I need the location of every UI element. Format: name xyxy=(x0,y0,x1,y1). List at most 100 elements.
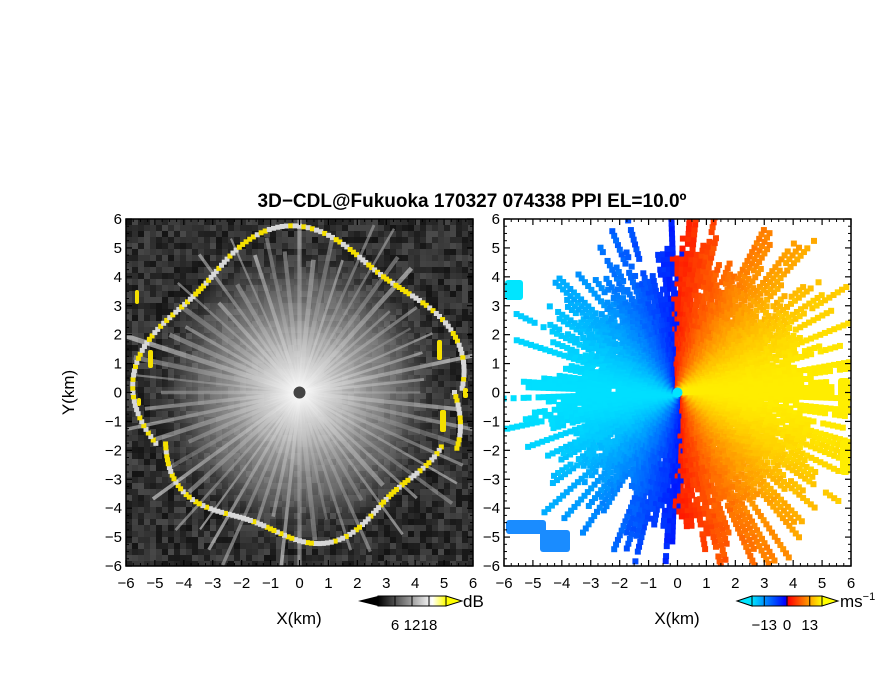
noise-cell xyxy=(462,447,468,453)
velocity-cell xyxy=(709,476,716,483)
noise-cell xyxy=(204,231,210,237)
echo-edge-cell xyxy=(430,308,436,314)
noise-cell xyxy=(444,483,450,489)
echo-edge-cell xyxy=(301,224,307,230)
velocity-cell xyxy=(799,487,806,494)
noise-cell xyxy=(312,231,318,237)
velocity-cell xyxy=(823,394,830,401)
velocity-cell xyxy=(747,489,754,496)
noise-cell xyxy=(438,459,444,465)
noise-cell xyxy=(366,219,372,225)
velocity-cell xyxy=(783,437,790,444)
noise-cell xyxy=(306,555,312,561)
echo-edge-cell xyxy=(227,253,233,259)
velocity-cell xyxy=(709,449,715,456)
noise-cell xyxy=(396,561,402,566)
noise-cell xyxy=(444,453,450,459)
noise-cell xyxy=(192,561,198,566)
noise-cell xyxy=(216,525,222,531)
echo-edge-cell xyxy=(402,480,408,486)
noise-cell xyxy=(462,555,468,561)
velocity-cell xyxy=(792,530,799,537)
noise-cell xyxy=(426,237,432,243)
velocity-cell xyxy=(746,514,753,521)
noise-cell xyxy=(420,297,426,303)
noise-cell xyxy=(174,501,180,507)
velocity-cell xyxy=(805,471,812,478)
noise-cell xyxy=(162,543,168,549)
noise-cell xyxy=(414,507,420,513)
noise-cell xyxy=(180,231,186,237)
noise-cell xyxy=(390,225,396,231)
echo-edge-cell xyxy=(233,247,239,253)
noise-cell xyxy=(420,285,426,291)
noise-cell xyxy=(282,549,288,555)
velocity-cell xyxy=(788,485,795,492)
noise-cell xyxy=(150,429,156,435)
velocity-cell xyxy=(761,462,768,469)
velocity-cell xyxy=(748,416,755,423)
velocity-cell xyxy=(785,464,792,471)
noise-cell xyxy=(450,303,456,309)
noise-cell xyxy=(192,237,198,243)
noise-cell xyxy=(414,555,420,561)
velocity-cell xyxy=(792,401,799,408)
velocity-cell xyxy=(732,498,739,505)
noise-cell xyxy=(414,291,420,297)
noise-cell xyxy=(336,225,342,231)
noise-cell xyxy=(138,321,144,327)
velocity-cell xyxy=(789,418,796,425)
velocity-cell xyxy=(748,541,755,548)
noise-cell xyxy=(150,327,156,333)
noise-cell xyxy=(438,231,444,237)
noise-cell xyxy=(198,543,204,549)
noise-cell xyxy=(402,537,408,543)
velocity-cell xyxy=(805,417,812,424)
noise-cell xyxy=(462,477,468,483)
noise-cell xyxy=(204,249,210,255)
noise-cell xyxy=(150,519,156,525)
noise-cell xyxy=(450,381,456,387)
noise-cell xyxy=(438,237,444,243)
echo-edge-cell xyxy=(320,540,326,546)
echo-edge-cell xyxy=(433,311,439,317)
velocity-cell xyxy=(788,507,795,514)
noise-cell xyxy=(462,297,468,303)
echo-edge-cell xyxy=(368,513,374,519)
noise-cell xyxy=(402,237,408,243)
velocity-cell xyxy=(734,492,740,499)
velocity-cell xyxy=(820,420,827,427)
noise-cell xyxy=(150,453,156,459)
x-tick-label: 2 xyxy=(353,575,361,592)
noise-cell xyxy=(132,237,138,243)
y-tick-label: 4 xyxy=(114,269,122,286)
x-tick-label: −5 xyxy=(146,575,163,592)
velocity-cell xyxy=(770,413,777,420)
velocity-cell xyxy=(762,444,769,451)
velocity-cell xyxy=(760,478,767,485)
noise-cell xyxy=(432,273,438,279)
echo-edge-cell xyxy=(257,521,263,527)
velocity-cell xyxy=(831,411,838,418)
echo-edge-cell xyxy=(254,232,260,238)
noise-cell xyxy=(174,249,180,255)
noise-cell xyxy=(132,549,138,555)
noise-cell xyxy=(444,303,450,309)
echo-patch xyxy=(148,350,153,368)
velocity-cell xyxy=(766,525,773,532)
noise-cell xyxy=(126,531,132,537)
noise-cell xyxy=(174,513,180,519)
noise-cell xyxy=(174,555,180,561)
noise-cell xyxy=(156,465,162,471)
velocity-cell xyxy=(777,475,784,482)
velocity-cell xyxy=(822,489,829,496)
noise-cell xyxy=(162,537,168,543)
echo-edge-cell xyxy=(347,246,353,252)
velocity-cell xyxy=(762,421,769,428)
noise-cell xyxy=(396,267,402,273)
noise-cell xyxy=(126,441,132,447)
noise-cell xyxy=(174,531,180,537)
noise-cell xyxy=(384,531,390,537)
noise-cell xyxy=(138,429,144,435)
velocity-cell xyxy=(814,440,821,447)
